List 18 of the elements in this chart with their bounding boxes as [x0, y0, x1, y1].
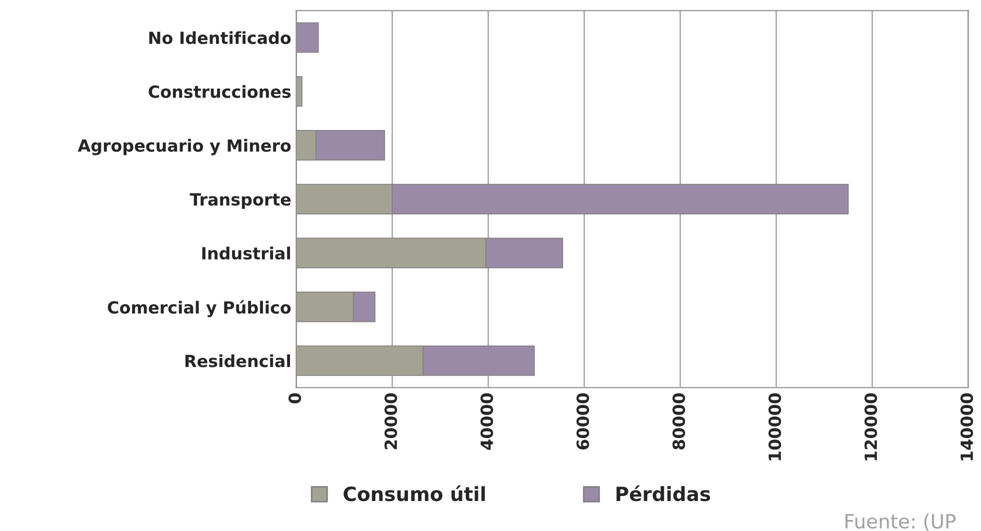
x-tick-label: 40000	[480, 393, 494, 450]
y-tick-label: Construcciones	[148, 85, 291, 98]
source-note: Fuente: (UP	[846, 514, 956, 531]
y-tick-label: No Identificado	[149, 31, 291, 44]
x-tick-label: 60000	[576, 393, 590, 450]
x-tick-label: 20000	[384, 393, 398, 450]
legend-label: Pérdidas	[616, 485, 710, 502]
y-tick-label: Transporte	[190, 193, 291, 209]
y-tick-label: Agropecuario y Minero	[78, 138, 291, 156]
legend-label: Consumo útil	[344, 485, 485, 502]
x-tick-label: 80000	[672, 393, 686, 450]
x-tick-label: 100000	[768, 393, 782, 460]
y-tick-label: Residencial	[186, 354, 290, 368]
x-tick-label: 120000	[864, 393, 878, 460]
x-tick-label: 140000	[960, 393, 974, 460]
x-tick-label: 0	[288, 393, 302, 404]
y-tick-label: Comercial y Público	[108, 300, 291, 318]
y-tick-label: Industrial	[202, 246, 290, 260]
